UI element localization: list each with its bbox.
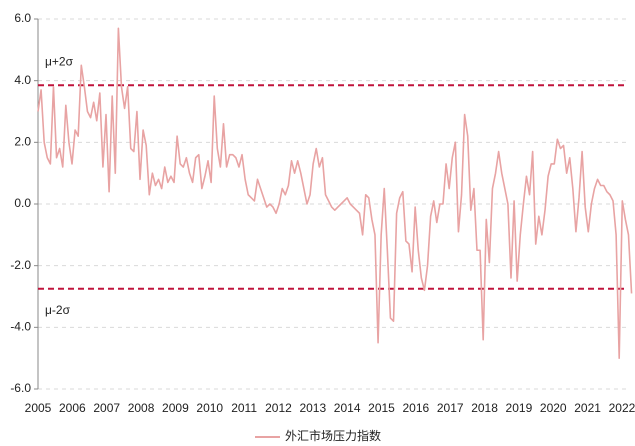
- x-tick-label: 2011: [231, 401, 257, 415]
- y-tick-label: 0.0: [14, 196, 31, 210]
- legend-label: 外汇市场压力指数: [285, 428, 381, 443]
- y-tick-label: -6.0: [10, 381, 31, 395]
- x-tick-label: 2022: [609, 401, 635, 415]
- x-tick-label: 2017: [437, 401, 464, 415]
- x-tick-label: 2014: [334, 401, 361, 415]
- y-tick-label: 2.0: [14, 135, 31, 149]
- x-tick-label: 2008: [128, 401, 155, 415]
- x-tick-label: 2006: [59, 401, 86, 415]
- x-tick-label: 2007: [93, 401, 120, 415]
- x-tick-label: 2010: [196, 401, 223, 415]
- y-tick-label: 6.0: [14, 11, 31, 25]
- x-tick-label: 2015: [368, 401, 395, 415]
- y-tick-label: -4.0: [10, 320, 31, 334]
- x-tick-label: 2018: [471, 401, 498, 415]
- series-line: [37, 27, 633, 359]
- reference-label: μ+2σ: [45, 54, 74, 68]
- y-tick-label: -2.0: [10, 258, 31, 272]
- x-tick-label: 2005: [25, 401, 52, 415]
- x-tick-label: 2012: [265, 401, 292, 415]
- x-tick-label: 2021: [574, 401, 601, 415]
- x-tick-label: 2009: [162, 401, 189, 415]
- x-tick-label: 2016: [402, 401, 429, 415]
- reference-label: μ-2σ: [45, 303, 71, 317]
- x-tick-label: 2013: [299, 401, 326, 415]
- y-tick-label: 4.0: [14, 73, 31, 87]
- x-tick-label: 2020: [540, 401, 567, 415]
- x-tick-label: 2019: [506, 401, 533, 415]
